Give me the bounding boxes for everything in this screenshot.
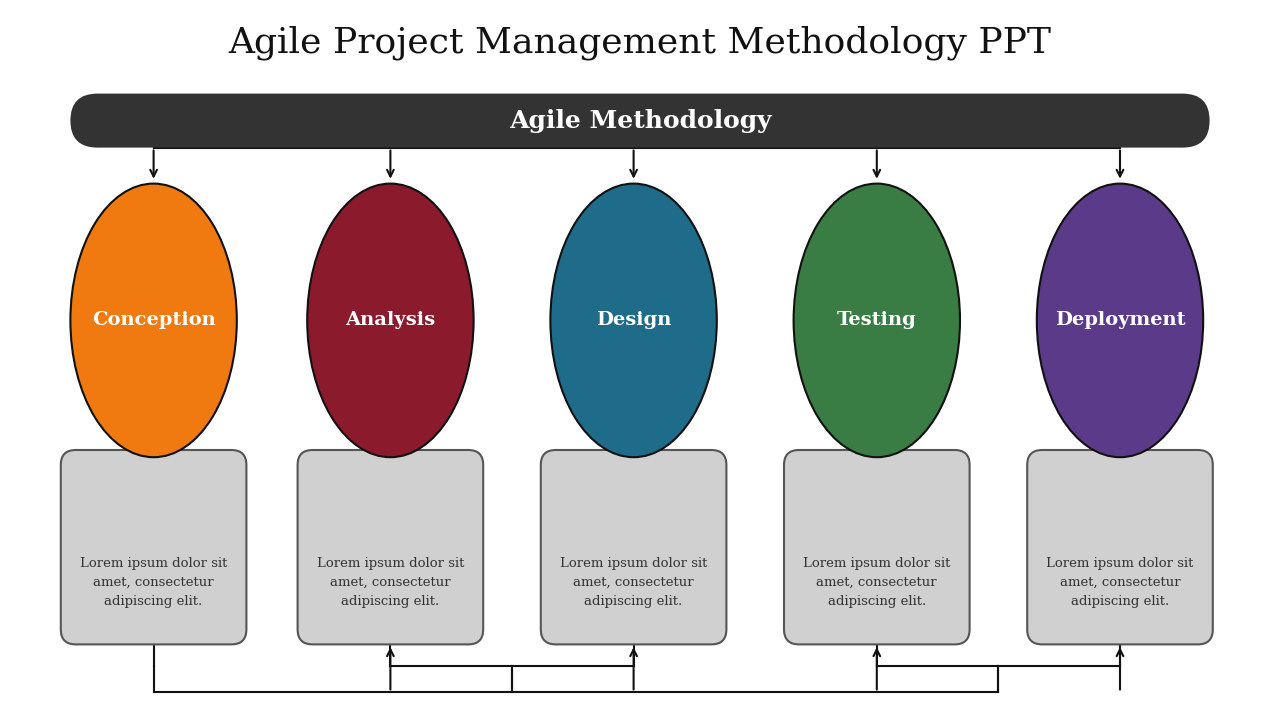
- Text: Lorem ipsum dolor sit
amet, consectetur
adipiscing elit.: Lorem ipsum dolor sit amet, consectetur …: [559, 557, 708, 608]
- Ellipse shape: [1037, 184, 1203, 457]
- Text: Agile Project Management Methodology PPT: Agile Project Management Methodology PPT: [229, 26, 1051, 60]
- Text: Analysis: Analysis: [346, 311, 435, 329]
- Text: Deployment: Deployment: [1055, 311, 1185, 329]
- Text: Lorem ipsum dolor sit
amet, consectetur
adipiscing elit.: Lorem ipsum dolor sit amet, consectetur …: [803, 557, 951, 608]
- Ellipse shape: [794, 184, 960, 457]
- FancyBboxPatch shape: [785, 450, 970, 644]
- FancyBboxPatch shape: [541, 450, 727, 644]
- Ellipse shape: [307, 184, 474, 457]
- Text: Lorem ipsum dolor sit
amet, consectetur
adipiscing elit.: Lorem ipsum dolor sit amet, consectetur …: [316, 557, 465, 608]
- FancyBboxPatch shape: [70, 94, 1210, 148]
- Text: Conception: Conception: [92, 311, 215, 329]
- Text: Testing: Testing: [837, 311, 916, 329]
- Text: Lorem ipsum dolor sit
amet, consectetur
adipiscing elit.: Lorem ipsum dolor sit amet, consectetur …: [1046, 557, 1194, 608]
- FancyBboxPatch shape: [1028, 450, 1213, 644]
- FancyBboxPatch shape: [297, 450, 483, 644]
- Ellipse shape: [70, 184, 237, 457]
- Ellipse shape: [550, 184, 717, 457]
- Text: Lorem ipsum dolor sit
amet, consectetur
adipiscing elit.: Lorem ipsum dolor sit amet, consectetur …: [79, 557, 228, 608]
- Text: Design: Design: [596, 311, 671, 329]
- FancyBboxPatch shape: [61, 450, 246, 644]
- Text: Agile Methodology: Agile Methodology: [508, 109, 772, 132]
